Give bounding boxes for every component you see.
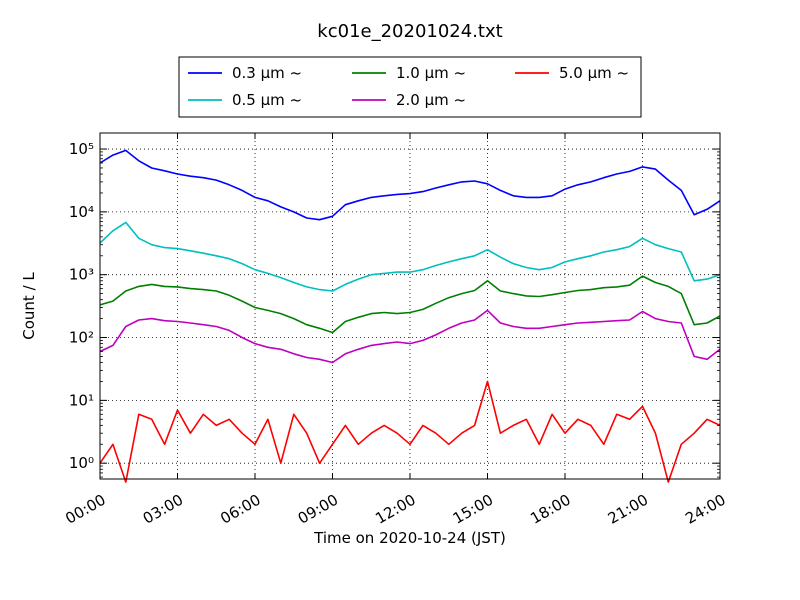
legend-label: 2.0 μm ~ bbox=[396, 91, 466, 109]
y-tick-label: 10⁴ bbox=[69, 203, 94, 221]
chart-title: kc01e_20201024.txt bbox=[317, 21, 502, 42]
legend-label: 0.5 μm ~ bbox=[232, 91, 302, 109]
grid bbox=[100, 133, 720, 479]
y-tick-label: 10¹ bbox=[69, 391, 94, 409]
x-axis-label: Time on 2020-10-24 (JST) bbox=[313, 529, 506, 547]
y-axis-label: Count / L bbox=[20, 272, 38, 340]
ticks: 00:00 03:00 06:00 09:00 12:00 15:00 18:00 21:00… bbox=[62, 133, 729, 528]
x-tick-label: 06:00 bbox=[217, 491, 263, 528]
series-line bbox=[99, 275, 721, 334]
legend-label: 1.0 μm ~ bbox=[396, 64, 466, 82]
series-layer bbox=[99, 149, 721, 483]
y-tick-label: 10² bbox=[69, 329, 94, 347]
x-tick-label: 15:00 bbox=[450, 491, 496, 528]
x-tick-label: 21:00 bbox=[605, 491, 651, 528]
x-tick-label: 00:00 bbox=[62, 491, 108, 528]
series-line bbox=[99, 380, 721, 483]
legend: 0.3 μm ~ 0.5 μm ~ 1.0 μm ~ 2.0 μm ~ 5.0 μm ~ bbox=[178, 56, 642, 118]
x-tick-label: 24:00 bbox=[682, 491, 728, 528]
series-line bbox=[99, 309, 721, 364]
x-tick-label: 18:00 bbox=[527, 491, 573, 528]
x-tick-label: 09:00 bbox=[295, 491, 341, 528]
x-tick-label: 03:00 bbox=[140, 491, 186, 528]
series-line bbox=[99, 221, 721, 292]
x-tick-label: 12:00 bbox=[372, 491, 418, 528]
legend-box bbox=[178, 56, 642, 118]
y-tick-label: 10³ bbox=[69, 266, 94, 284]
y-tick-label: 10⁰ bbox=[69, 454, 94, 472]
y-tick-label: 10⁵ bbox=[69, 140, 94, 158]
legend-label: 5.0 μm ~ bbox=[559, 64, 629, 82]
legend-label: 0.3 μm ~ bbox=[232, 64, 302, 82]
series-line bbox=[99, 149, 721, 221]
